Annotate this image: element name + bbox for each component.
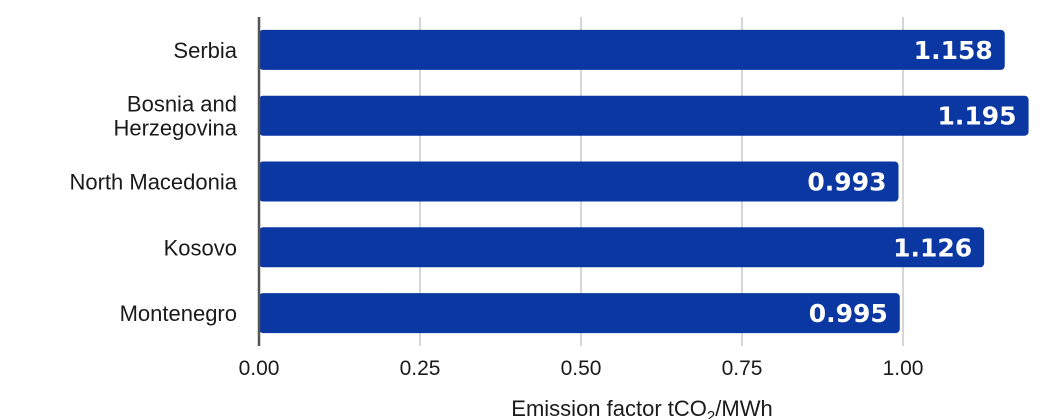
x-axis-title-main: Emission factor tCO (511, 396, 707, 419)
bar-value-label: 1.126 (893, 233, 972, 262)
bar-value-label: 1.158 (914, 36, 993, 65)
bars-layer (259, 29, 1029, 334)
bar (259, 161, 899, 202)
x-axis-title-subscript: 2 (707, 408, 715, 419)
x-tick-label: 0.00 (239, 357, 280, 380)
category-label: Serbia (173, 38, 237, 63)
bar (259, 227, 985, 268)
x-tick-label: 0.75 (722, 357, 763, 380)
bar-value-label: 0.995 (809, 299, 888, 328)
labels-layer: 1.158 Serbia 1.195 Bosnia and Herzegovina 0.9… (69, 36, 1016, 328)
x-tick-label: 0.50 (561, 357, 602, 380)
bar (259, 95, 1029, 136)
category-label: North Macedonia (69, 170, 237, 195)
bar (259, 29, 1005, 70)
x-tick-label: 0.25 (400, 357, 441, 380)
category-label: Kosovo (164, 235, 237, 260)
bar-value-label: 0.993 (807, 168, 886, 197)
x-tick-label: 1.00 (883, 357, 924, 380)
bar-value-label: 1.195 (938, 102, 1017, 131)
axis-layer: 0.00 0.25 0.50 0.75 1.00 (239, 17, 924, 380)
bar (259, 293, 900, 334)
x-axis-title: Emission factor tCO2/MWh (511, 396, 772, 419)
category-label: Montenegro (120, 301, 237, 326)
x-axis-title-suffix: /MWh (715, 396, 772, 419)
category-label: Bosnia and Herzegovina (113, 92, 237, 141)
